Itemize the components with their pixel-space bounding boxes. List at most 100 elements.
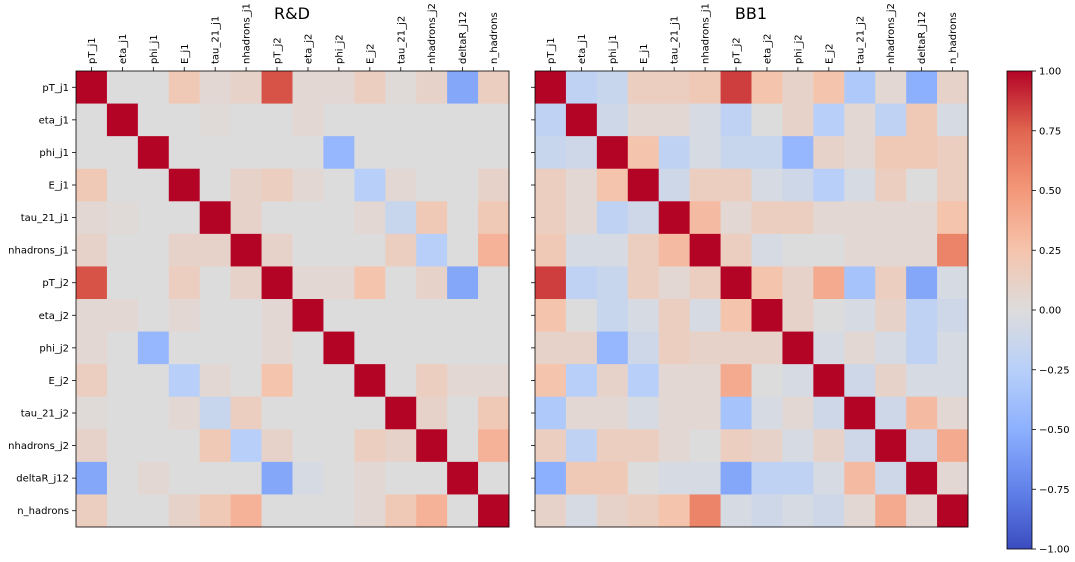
panel-rnd-title: R&D [274,4,310,23]
heatmap-cell [168,299,201,332]
heatmap-cell [199,71,232,104]
heatmap-cell [565,168,598,202]
heatmap-cell [906,494,938,528]
heatmap-cell [875,494,907,528]
heatmap-cell [535,233,567,267]
x-tick-label: tau_21_j2 [855,16,866,64]
heatmap-cell [168,136,201,170]
heatmap-cell [76,364,108,398]
heatmap-cell [261,429,293,463]
heatmap-cell [354,331,386,365]
heatmap-cell [137,429,170,463]
heatmap-cell [782,461,814,495]
heatmap-cell [875,461,907,495]
heatmap-cell [447,396,479,430]
heatmap-cell [937,331,969,365]
heatmap-cell [106,233,139,267]
heatmap-cell [720,103,752,137]
heatmap-cell [76,168,108,202]
heatmap-cell [596,201,629,235]
heatmap-cell [937,429,969,463]
heatmap-cell [292,494,324,528]
heatmap-cell [565,364,598,398]
colorbar: 1.00 0.75 0.50 0.25 0.00 −0.25 −0.50 −0.75 −1.00 [1006,67,1070,556]
heatmap-cell [137,461,170,495]
heatmap-cell [385,201,417,235]
x-tick-label: phi_j2 [793,34,804,64]
heatmap-cell [782,168,814,202]
heatmap-cell [596,364,629,398]
heatmap-cell [168,429,201,463]
heatmap-cell [354,103,386,137]
heatmap-cell [323,201,355,235]
heatmap-cell [230,494,262,528]
heatmap-cell [168,396,201,430]
heatmap-cell [658,103,691,137]
heatmap-cell [447,299,479,332]
heatmap-cell [261,136,293,170]
heatmap-cell [565,429,598,463]
heatmap-cell [658,461,691,495]
heatmap-cell [751,266,783,300]
heatmap-cell [720,461,752,495]
heatmap-cell [565,233,598,267]
heatmap-cell [137,494,170,528]
x-tick-label: phi_j1 [608,34,619,64]
heatmap-cell [844,103,876,137]
heatmap-cell [137,103,170,137]
heatmap-cell [292,429,324,463]
heatmap-cell [478,266,510,300]
heatmap-cell [875,299,907,332]
y-tick-label: pT_j2 [42,278,69,289]
panel-bb1-frame [534,70,969,528]
heatmap-cell [937,494,969,528]
heatmap-cell [782,299,814,332]
heatmap-cell [323,71,355,104]
heatmap-cell [230,103,262,137]
heatmap-cell [627,71,660,104]
heatmap-cell [292,364,324,398]
heatmap-cell [906,201,938,235]
heatmap-cell [627,396,660,430]
x-tick-label: deltaR_j12 [458,11,469,64]
heatmap-cell [875,71,907,104]
x-tick-label: pT_j2 [732,37,743,64]
heatmap-cell [875,364,907,398]
heatmap-cell [478,168,510,202]
heatmap-cell [447,364,479,398]
heatmap-cell [596,103,629,137]
heatmap-cell [535,266,567,300]
heatmap-cell [230,233,262,267]
heatmap-cell [230,201,262,235]
heatmap-cell [720,136,752,170]
x-tick-label: eta_j1 [118,34,129,64]
x-tick-label: eta_j2 [303,34,314,64]
colorbar-gradient [1006,70,1033,550]
heatmap-cell [385,71,417,104]
heatmap-cell [720,299,752,332]
heatmap-cell [596,331,629,365]
y-tick-label: eta_j2 [39,311,69,322]
heatmap-cell [199,201,232,235]
heatmap-cell [76,494,108,528]
heatmap-cell [782,201,814,235]
colorbar-tick-label: −0.25 [1039,365,1070,376]
y-tick-label: E_j1 [49,181,69,192]
x-tick-label: eta_j1 [577,34,588,64]
y-tick-label: pT_j1 [42,83,69,94]
heatmap-cell [416,266,448,300]
heatmap-cell [137,396,170,430]
heatmap-cell [106,299,139,332]
x-tick-label: E_j1 [639,44,650,64]
heatmap-cell [937,136,969,170]
heatmap-cell [447,168,479,202]
heatmap-cell [937,364,969,398]
heatmap-cell [385,494,417,528]
heatmap-cell [261,461,293,495]
heatmap-cell [76,233,108,267]
heatmap-cell [230,461,262,495]
heatmap-cell [106,201,139,235]
heatmap-cell [323,299,355,332]
heatmap-cell [199,331,232,365]
x-tick-label: deltaR_j12 [917,11,928,64]
